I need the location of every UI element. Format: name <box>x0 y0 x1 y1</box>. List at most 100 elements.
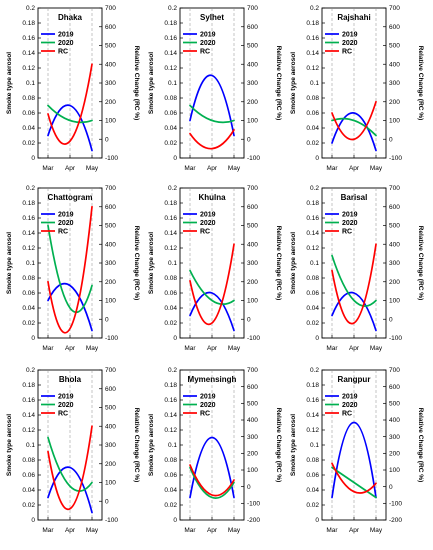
legend-label-rc: RC <box>58 229 68 236</box>
panel-title: Bhola <box>59 375 82 384</box>
right-tick-label: 300 <box>105 442 116 449</box>
right-tick-label: 0 <box>389 136 393 143</box>
right-tick-label: 100 <box>247 118 258 125</box>
left-tick-label: 0.02 <box>306 502 319 509</box>
right-tick-label: 100 <box>247 467 258 474</box>
left-axis-title: Smoke type aerosol <box>148 232 155 294</box>
right-tick-label: 500 <box>389 401 400 408</box>
panel-title: Rangpur <box>338 375 371 384</box>
left-tick-label: 0.14 <box>164 50 177 57</box>
legend-label-2019: 2019 <box>200 394 216 401</box>
x-tick-label: Mar <box>42 345 54 352</box>
left-tick-label: 0.18 <box>22 382 35 389</box>
right-tick-label: -100 <box>389 501 402 508</box>
left-tick-label: 0.18 <box>306 382 319 389</box>
right-tick-label: 0 <box>105 498 109 505</box>
right-axis-title: Relative Change (RC %) <box>133 46 140 121</box>
right-tick-label: 500 <box>247 43 258 50</box>
left-tick-label: 0.02 <box>164 140 177 147</box>
right-tick-label: 400 <box>105 423 116 430</box>
left-tick-label: 0.06 <box>164 290 177 297</box>
left-tick-label: 0.16 <box>164 35 177 42</box>
right-tick-label: 200 <box>247 99 258 106</box>
legend-label-2020: 2020 <box>200 40 216 47</box>
left-tick-label: 0.2 <box>168 5 177 12</box>
right-tick-label: 600 <box>105 24 116 31</box>
left-tick-label: 0.04 <box>22 125 35 132</box>
series-line-2019 <box>331 291 377 332</box>
right-tick-label: 400 <box>389 241 400 248</box>
right-tick-label: 700 <box>105 5 116 12</box>
left-tick-label: 0.12 <box>164 65 177 72</box>
series-line-rc <box>331 243 377 325</box>
legend-label-rc: RC <box>200 411 210 418</box>
left-tick-label: 0.14 <box>22 412 35 419</box>
right-tick-label: 500 <box>389 43 400 50</box>
right-tick-label: 700 <box>389 185 400 192</box>
left-tick-label: 0.12 <box>306 427 319 434</box>
x-tick-label: Mar <box>184 165 196 172</box>
panel-title: Dhaka <box>58 13 83 22</box>
left-tick-label: 0.12 <box>22 427 35 434</box>
legend-label-rc: RC <box>342 229 352 236</box>
left-tick-label: 0.08 <box>164 275 177 282</box>
x-tick-label: Apr <box>349 345 360 352</box>
left-axis-title: Smoke type aerosol <box>6 414 13 476</box>
left-tick-label: 0.04 <box>164 487 177 494</box>
right-tick-label: -100 <box>389 335 402 342</box>
left-tick-label: 0.1 <box>26 260 35 267</box>
legend-label-rc: RC <box>58 411 68 418</box>
right-tick-label: 500 <box>247 223 258 230</box>
right-tick-label: 500 <box>105 223 116 230</box>
right-tick-label: 400 <box>247 241 258 248</box>
series-line-rc <box>189 129 235 150</box>
left-tick-label: 0.06 <box>22 472 35 479</box>
left-tick-label: 0 <box>31 517 35 524</box>
left-tick-label: 0.06 <box>164 110 177 117</box>
right-tick-label: 600 <box>389 24 400 31</box>
right-tick-label: 600 <box>247 204 258 211</box>
left-tick-label: 0.18 <box>164 200 177 207</box>
x-tick-label: Mar <box>184 527 196 534</box>
panel-title: Barisal <box>341 193 368 202</box>
right-tick-label: 100 <box>389 118 400 125</box>
legend-label-2019: 2019 <box>58 212 74 219</box>
right-tick-label: 700 <box>389 5 400 12</box>
left-tick-label: 0.14 <box>22 230 35 237</box>
left-axis-title: Smoke type aerosol <box>148 52 155 114</box>
right-tick-label: 200 <box>389 99 400 106</box>
series-line-rc <box>47 63 93 145</box>
legend-label-2019: 2019 <box>342 212 358 219</box>
right-tick-label: 600 <box>105 386 116 393</box>
panel-title: Khulna <box>198 193 226 202</box>
right-tick-label: 500 <box>247 401 258 408</box>
left-tick-label: 0.18 <box>164 382 177 389</box>
x-tick-label: Apr <box>207 165 218 172</box>
left-tick-label: 0.1 <box>310 442 319 449</box>
x-tick-label: Apr <box>349 165 360 172</box>
series-line-2020 <box>331 254 377 307</box>
legend-label-2020: 2020 <box>342 220 358 227</box>
series-line-rc <box>189 464 235 497</box>
left-axis-title: Smoke type aerosol <box>290 232 297 294</box>
left-tick-label: 0.08 <box>164 457 177 464</box>
right-tick-label: 300 <box>105 80 116 87</box>
series-line-2020 <box>47 436 93 492</box>
right-tick-label: 300 <box>247 80 258 87</box>
right-tick-label: 500 <box>105 43 116 50</box>
series-line-rc <box>331 100 377 141</box>
x-tick-label: Apr <box>65 345 76 352</box>
right-axis-title: Relative Change (RC %) <box>275 226 282 301</box>
left-tick-label: 0.18 <box>164 20 177 27</box>
left-tick-label: 0 <box>173 155 177 162</box>
panel-title: Mymensingh <box>188 375 237 384</box>
series-line-2019 <box>331 421 377 499</box>
legend-label-rc: RC <box>200 229 210 236</box>
right-tick-label: 400 <box>389 61 400 68</box>
left-tick-label: 0.1 <box>26 80 35 87</box>
right-axis-title: Relative Change (RC %) <box>133 408 140 483</box>
left-tick-label: 0 <box>173 517 177 524</box>
x-tick-label: May <box>370 165 383 172</box>
legend-label-2019: 2019 <box>342 394 358 401</box>
right-tick-label: 0 <box>389 316 393 323</box>
